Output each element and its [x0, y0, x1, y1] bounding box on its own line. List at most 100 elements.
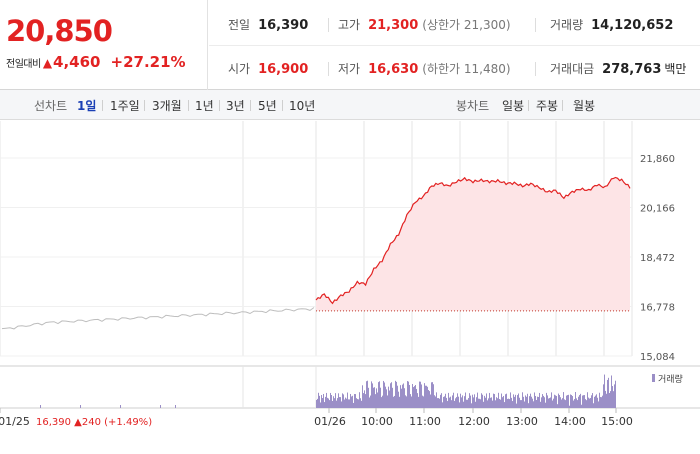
- volume-label: 거래량: [550, 18, 584, 32]
- volume-bar: [375, 394, 376, 408]
- tab-divider: [562, 100, 563, 111]
- volume-bar: [508, 398, 509, 408]
- volume-bar: [345, 397, 346, 408]
- volume-bar: [505, 394, 506, 408]
- volume-bar: [596, 394, 597, 408]
- volume-bar: [361, 400, 362, 408]
- volume-bar: [513, 394, 514, 408]
- volume-bar: [471, 403, 472, 408]
- volume-bar: [352, 395, 353, 408]
- volume-bar: [509, 399, 510, 408]
- volume-bar: [448, 392, 449, 408]
- volume-bar: [600, 397, 601, 408]
- volume-bar: [493, 393, 494, 408]
- volume-bar: [485, 397, 486, 408]
- volume-bar: [502, 397, 503, 408]
- volume-bar: [411, 396, 412, 408]
- volume-bar: [552, 400, 553, 408]
- chart-canvas[interactable]: 21,860 20,166 18,472 16,778 15,084 거래량 01/25…: [0, 121, 700, 450]
- volume-bar: [519, 397, 520, 408]
- volume-bar: [606, 393, 607, 408]
- volume-bar: [614, 384, 615, 408]
- period-tab-3m[interactable]: 3개월: [152, 99, 182, 113]
- volume-bar: [507, 398, 508, 408]
- volume-bar: [454, 400, 455, 408]
- period-tab-5y[interactable]: 5년: [258, 99, 277, 113]
- volume-bar: [364, 390, 365, 408]
- volume-bar: [550, 397, 551, 408]
- volume-bar: [370, 395, 371, 408]
- candle-tab-daily[interactable]: 일봉: [502, 99, 525, 113]
- candle-tab-weekly[interactable]: 주봉: [536, 99, 559, 113]
- volume-bar: [548, 398, 549, 408]
- volume-bar: [365, 394, 366, 408]
- prev-day-summary: 16,390 ▲240 (+1.49%): [36, 417, 152, 428]
- x-axis-label: 13:00: [506, 415, 538, 428]
- volume-bar: [543, 395, 544, 408]
- volume-bar: [350, 393, 351, 408]
- volume-bar: [373, 387, 374, 408]
- period-tab-3y[interactable]: 3년: [226, 99, 245, 113]
- upper-limit: (상한가 21,300): [422, 18, 511, 32]
- volume-bar: [385, 386, 386, 408]
- volume-bar: [316, 400, 317, 408]
- y-tick-label: 18,472: [640, 253, 675, 264]
- volume-bar: [408, 381, 409, 408]
- volume-bar: [458, 396, 459, 408]
- volume-bar: [615, 380, 616, 408]
- volume-bar: [393, 396, 394, 408]
- volume-bar: [380, 387, 381, 408]
- period-tab-1y[interactable]: 1년: [195, 99, 214, 113]
- volume-bar: [569, 405, 570, 408]
- volume-bar: [562, 398, 563, 408]
- prev-close-stat: 전일 16,390: [228, 16, 308, 33]
- price-chart[interactable]: 21,860 20,166 18,472 16,778 15,084 거래량 01/25…: [0, 121, 700, 450]
- volume-bar: [443, 396, 444, 408]
- volume-legend-label: 거래량: [658, 373, 683, 385]
- y-tick-label: 20,166: [640, 204, 675, 215]
- period-tab-1d[interactable]: 1일: [77, 99, 97, 113]
- volume-bar: [563, 392, 564, 408]
- volume-bar: [367, 380, 368, 408]
- volume-bar: [608, 377, 609, 408]
- volume-bar: [362, 385, 363, 408]
- volume-bar: [329, 400, 330, 408]
- volume-bar: [368, 387, 369, 408]
- volume-bar: [420, 381, 421, 408]
- open-stat: 시가 16,900: [228, 60, 308, 77]
- volume-bar: [338, 393, 339, 408]
- low-label: 저가: [338, 62, 361, 76]
- volume-bar: [378, 382, 379, 408]
- volume-bar: [175, 405, 176, 408]
- volume-bar: [473, 397, 474, 408]
- period-tab-10y[interactable]: 10년: [289, 99, 316, 113]
- prev-close-value: 16,390: [258, 18, 309, 33]
- volume-bar: [422, 395, 423, 408]
- volume-bar: [371, 381, 372, 408]
- high-stat: 고가 21,300 (상한가 21,300): [338, 16, 511, 33]
- y-tick-label: 21,860: [640, 154, 675, 165]
- line-chart-label: 선차트: [34, 99, 68, 113]
- candle-tab-monthly[interactable]: 월봉: [573, 99, 596, 113]
- volume-bar: [423, 396, 424, 408]
- volume-bar: [366, 381, 367, 408]
- volume-bar: [501, 393, 502, 408]
- volume-bar: [381, 397, 382, 408]
- volume-bar: [480, 399, 481, 408]
- period-tab-1w[interactable]: 1주일: [110, 99, 140, 113]
- volume-bar: [421, 384, 422, 408]
- volume-bar: [424, 383, 425, 408]
- volume-bar: [319, 395, 320, 408]
- high-label: 고가: [338, 18, 361, 32]
- volume-bar: [479, 398, 480, 408]
- volume-bar: [570, 394, 571, 408]
- volume-bar: [391, 382, 392, 408]
- volume-bar: [389, 390, 390, 408]
- tab-divider: [188, 100, 189, 111]
- volume-bar: [580, 393, 581, 408]
- volume-bar: [494, 394, 495, 408]
- volume-bar: [438, 398, 439, 408]
- x-axis-label: 01/26: [314, 415, 346, 428]
- volume-bar: [442, 402, 443, 408]
- volume-bar: [578, 396, 579, 408]
